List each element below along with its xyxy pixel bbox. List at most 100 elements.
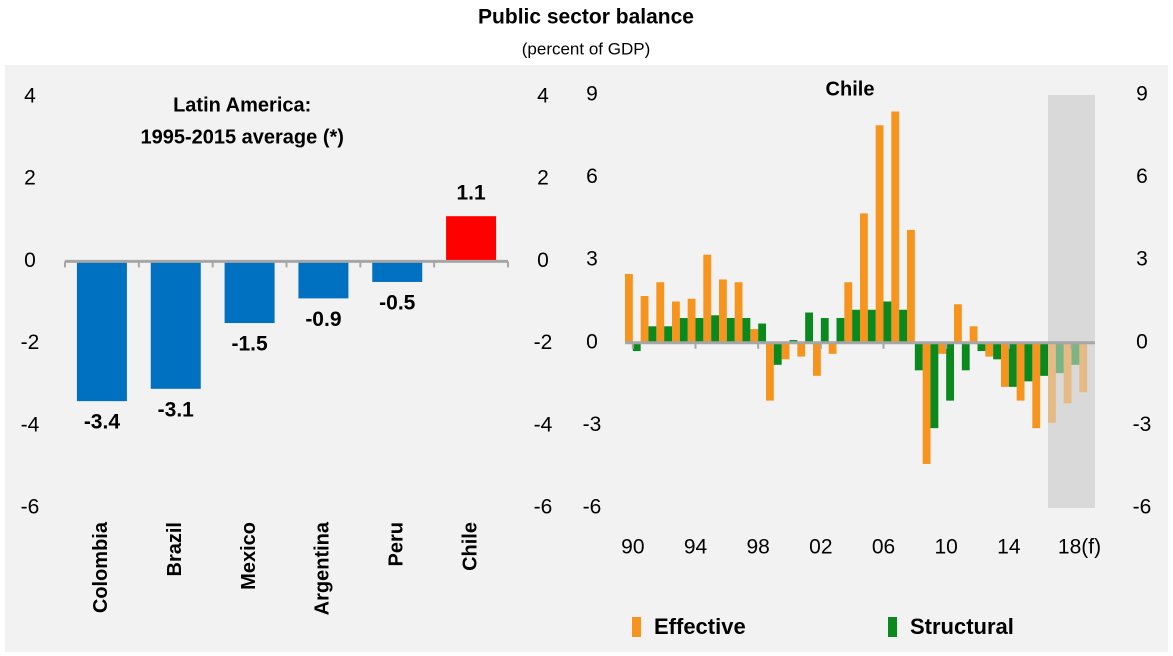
y2-tick-label: 3 xyxy=(1136,248,1148,271)
bar xyxy=(150,261,201,389)
legend-label: Effective xyxy=(654,614,746,639)
bar xyxy=(656,282,665,343)
bar xyxy=(734,282,743,343)
y-tick-label: -6 xyxy=(21,496,40,519)
bar xyxy=(813,342,821,376)
bar xyxy=(1016,342,1025,401)
bar xyxy=(632,342,641,352)
forecast-shade xyxy=(1048,95,1095,508)
y-tick-label: 0 xyxy=(586,330,598,353)
x-tick-label: 94 xyxy=(684,536,708,559)
bar xyxy=(977,342,986,352)
bar xyxy=(1055,342,1064,374)
bar xyxy=(922,342,931,464)
data-label: -1.5 xyxy=(231,333,268,356)
bar xyxy=(1063,342,1072,404)
data-label: 1.1 xyxy=(456,182,486,205)
bar xyxy=(820,318,829,343)
legend-label: Structural xyxy=(910,614,1014,639)
y-tick-label: -3 xyxy=(583,413,602,436)
bar xyxy=(1079,342,1088,393)
y2-tick-label: 6 xyxy=(1136,165,1148,188)
bar xyxy=(446,216,497,262)
bar xyxy=(625,273,633,343)
bar xyxy=(961,342,970,371)
bar xyxy=(938,342,947,354)
x-tick-label: Colombia xyxy=(90,521,112,613)
bar xyxy=(993,342,1001,360)
bar xyxy=(797,342,806,357)
panel-title: Chile xyxy=(826,78,875,100)
bar xyxy=(766,342,774,401)
y2-tick-label: -3 xyxy=(1133,413,1152,436)
bar xyxy=(946,342,954,401)
y2-tick-label: -2 xyxy=(534,331,553,354)
bar xyxy=(836,318,845,343)
y2-tick-label: -6 xyxy=(534,496,553,519)
bar xyxy=(899,309,907,343)
panel-title: 1995-2015 average (*) xyxy=(140,126,343,148)
bar xyxy=(1048,342,1056,423)
bar xyxy=(883,301,892,343)
bar xyxy=(719,279,727,343)
y-tick-label: -6 xyxy=(583,496,602,519)
bar xyxy=(742,318,751,343)
bar xyxy=(298,261,349,299)
x-tick-label: 14 xyxy=(997,536,1021,559)
bar xyxy=(969,326,978,343)
x-tick-label: Peru xyxy=(386,522,408,566)
data-label: -3.4 xyxy=(84,411,121,434)
bar xyxy=(914,342,923,371)
bar xyxy=(648,326,657,343)
bar xyxy=(954,304,962,343)
legend-swatch xyxy=(632,617,641,637)
bar xyxy=(875,125,884,343)
chart-title: Public sector balance xyxy=(478,6,694,29)
bar xyxy=(930,342,939,429)
y2-tick-label: -6 xyxy=(1133,496,1152,519)
y-tick-label: -2 xyxy=(21,331,40,354)
bar xyxy=(1071,342,1080,365)
bar xyxy=(852,309,860,343)
bar xyxy=(672,301,680,343)
bar xyxy=(1032,342,1041,429)
y-tick-label: 3 xyxy=(586,248,598,271)
bar xyxy=(781,342,790,360)
x-tick-label: 06 xyxy=(872,536,895,559)
bar xyxy=(860,213,868,343)
data-label: -0.5 xyxy=(379,291,416,314)
bar xyxy=(224,261,275,324)
bar xyxy=(703,254,712,343)
bar xyxy=(726,318,735,343)
bar xyxy=(828,342,837,354)
bar xyxy=(1008,342,1017,387)
y-tick-label: -4 xyxy=(21,413,40,436)
x-tick-label: Mexico xyxy=(238,522,260,590)
bar xyxy=(891,111,900,343)
bar xyxy=(758,323,766,343)
data-label: -3.1 xyxy=(158,398,195,421)
y2-tick-label: 9 xyxy=(1136,83,1148,106)
x-tick-label: 18(f) xyxy=(1058,536,1101,559)
y-tick-label: 0 xyxy=(24,249,36,272)
y-tick-label: 4 xyxy=(24,85,36,108)
bar xyxy=(679,318,688,343)
bar xyxy=(687,298,696,343)
bar xyxy=(664,326,672,343)
y2-tick-label: 0 xyxy=(1136,330,1148,353)
x-tick-label: Chile xyxy=(459,522,481,571)
y-tick-label: 6 xyxy=(586,165,598,188)
bar xyxy=(640,295,649,343)
y2-tick-label: 2 xyxy=(537,167,549,190)
x-tick-label: Brazil xyxy=(164,522,186,576)
data-label: -0.9 xyxy=(305,308,341,331)
y2-tick-label: 0 xyxy=(537,249,549,272)
bar xyxy=(372,261,423,282)
bar xyxy=(985,342,994,357)
bar xyxy=(907,229,915,343)
y2-tick-label: 4 xyxy=(537,85,549,108)
chart-subtitle: (percent of GDP) xyxy=(522,39,651,58)
bar xyxy=(844,282,853,343)
bar xyxy=(695,318,704,343)
